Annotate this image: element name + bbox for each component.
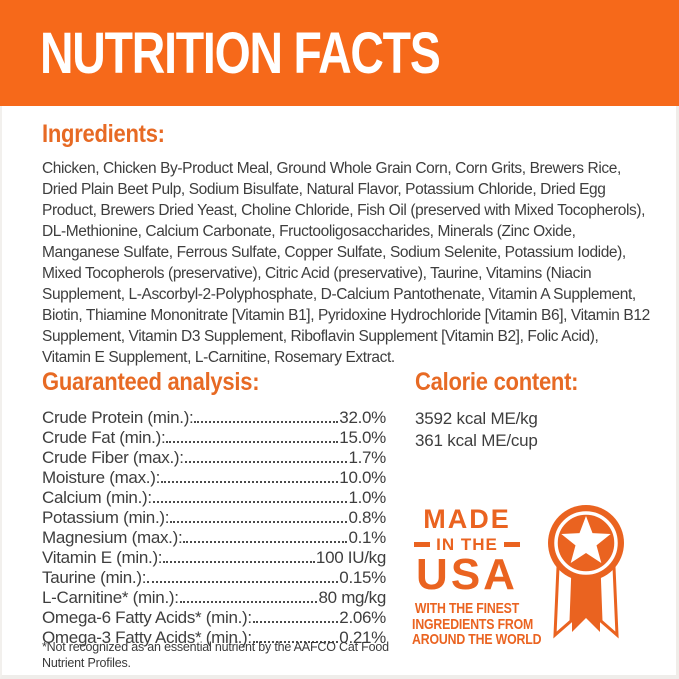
table-row: Moisture (max.): 10.0% bbox=[42, 468, 386, 488]
table-row: Omega-3 Fatty Acids* (min.): 0.21% bbox=[42, 628, 386, 648]
row-value: 1.0% bbox=[348, 488, 386, 507]
dotted-leader bbox=[183, 541, 348, 543]
row-value: 0.21% bbox=[339, 628, 386, 647]
table-row: Omega-6 Fatty Acids* (min.): 2.06% bbox=[42, 608, 386, 628]
ingredients-section: Ingredients: Chicken, Chicken By-Product… bbox=[42, 120, 650, 368]
guaranteed-analysis-table: Crude Protein (min.): 32.0% Crude Fat (mi… bbox=[42, 408, 386, 648]
guaranteed-analysis-heading: Guaranteed analysis: bbox=[42, 368, 260, 396]
table-row: Crude Protein (min.): 32.0% bbox=[42, 408, 386, 428]
row-value: 15.0% bbox=[339, 428, 386, 447]
guaranteed-analysis-section: Guaranteed analysis: Crude Protein (min.… bbox=[42, 368, 386, 648]
tagline-line: AROUND THE WORLD bbox=[412, 631, 542, 648]
dotted-leader bbox=[163, 561, 315, 563]
footnote: *Not recognized as an essential nutrient… bbox=[42, 640, 389, 670]
calorie-content-heading: Calorie content: bbox=[415, 368, 579, 396]
row-value: 0.1% bbox=[348, 528, 386, 547]
row-label: Moisture (max.): bbox=[42, 468, 160, 487]
row-label: Taurine (min.): bbox=[42, 568, 147, 587]
ingredients-heading: Ingredients: bbox=[42, 120, 165, 148]
dotted-leader bbox=[179, 601, 318, 603]
ingredients-text: Chicken, Chicken By-Product Meal, Ground… bbox=[42, 160, 650, 366]
dotted-leader bbox=[194, 421, 339, 423]
made-label: MADE bbox=[423, 504, 511, 534]
row-value: 1.7% bbox=[348, 448, 386, 467]
dotted-leader bbox=[170, 521, 348, 523]
calorie-per-kg: 3592 kcal ME/kg bbox=[415, 409, 538, 428]
table-row: Calcium (min.): 1.0% bbox=[42, 488, 386, 508]
dotted-leader bbox=[161, 481, 339, 483]
row-label: Omega-3 Fatty Acids* (min.): bbox=[42, 628, 252, 647]
row-value: 0.15% bbox=[339, 568, 386, 587]
row-label: L-Carnitine* (min.): bbox=[42, 588, 179, 607]
usa-tagline: WITH THE FINEST INGREDIENTS FROM AROUND … bbox=[412, 600, 542, 648]
table-row: Crude Fat (min.): 15.0% bbox=[42, 428, 386, 448]
award-ribbon-icon bbox=[548, 505, 624, 639]
tagline-line: WITH THE FINEST bbox=[414, 600, 520, 617]
row-value: 100 IU/kg bbox=[315, 548, 386, 567]
row-label: Vitamin E (min.): bbox=[42, 548, 163, 567]
table-row: Vitamin E (min.): 100 IU/kg bbox=[42, 548, 386, 568]
row-value: 32.0% bbox=[339, 408, 386, 427]
made-in-usa-badge: MADE IN THE USA WITH THE FINEST INGREDIE… bbox=[400, 504, 542, 648]
header-banner: NUTRITION FACTS bbox=[0, 0, 679, 106]
dotted-leader bbox=[184, 461, 348, 463]
table-row: Potassium (min.): 0.8% bbox=[42, 508, 386, 528]
dotted-leader bbox=[166, 441, 339, 443]
dotted-leader bbox=[152, 501, 348, 503]
star-icon bbox=[561, 516, 611, 563]
dotted-leader bbox=[252, 641, 339, 643]
row-label: Crude Protein (min.): bbox=[42, 408, 194, 427]
table-row: Crude Fiber (max.): 1.7% bbox=[42, 448, 386, 468]
dash-left-icon bbox=[414, 542, 431, 547]
calorie-per-cup: 361 kcal ME/cup bbox=[415, 431, 538, 450]
row-value: 10.0% bbox=[339, 468, 386, 487]
dotted-leader bbox=[252, 621, 339, 623]
calorie-content-section: Calorie content: 3592 kcal ME/kg 361 kca… bbox=[415, 368, 655, 452]
in-the-label-row: IN THE bbox=[400, 535, 534, 554]
table-row: L-Carnitine* (min.): 80 mg/kg bbox=[42, 588, 386, 608]
row-label: Crude Fiber (max.): bbox=[42, 448, 184, 467]
row-label: Potassium (min.): bbox=[42, 508, 170, 527]
row-value: 80 mg/kg bbox=[318, 588, 386, 607]
row-label: Omega-6 Fatty Acids* (min.): bbox=[42, 608, 252, 627]
row-label: Calcium (min.): bbox=[42, 488, 152, 507]
dash-right-icon bbox=[503, 542, 520, 547]
in-the-label: IN THE bbox=[436, 535, 498, 554]
row-value: 2.06% bbox=[339, 608, 386, 627]
tagline-line: INGREDIENTS FROM bbox=[412, 615, 534, 633]
page-title: NUTRITION FACTS bbox=[40, 20, 441, 86]
row-label: Magnesium (max.): bbox=[42, 528, 183, 547]
row-value: 0.8% bbox=[348, 508, 386, 527]
dotted-leader bbox=[147, 581, 339, 583]
table-row: Magnesium (max.): 0.1% bbox=[42, 528, 386, 548]
table-row: Taurine (min.): 0.15% bbox=[42, 568, 386, 588]
usa-label: USA bbox=[416, 550, 518, 599]
row-label: Crude Fat (min.): bbox=[42, 428, 166, 447]
